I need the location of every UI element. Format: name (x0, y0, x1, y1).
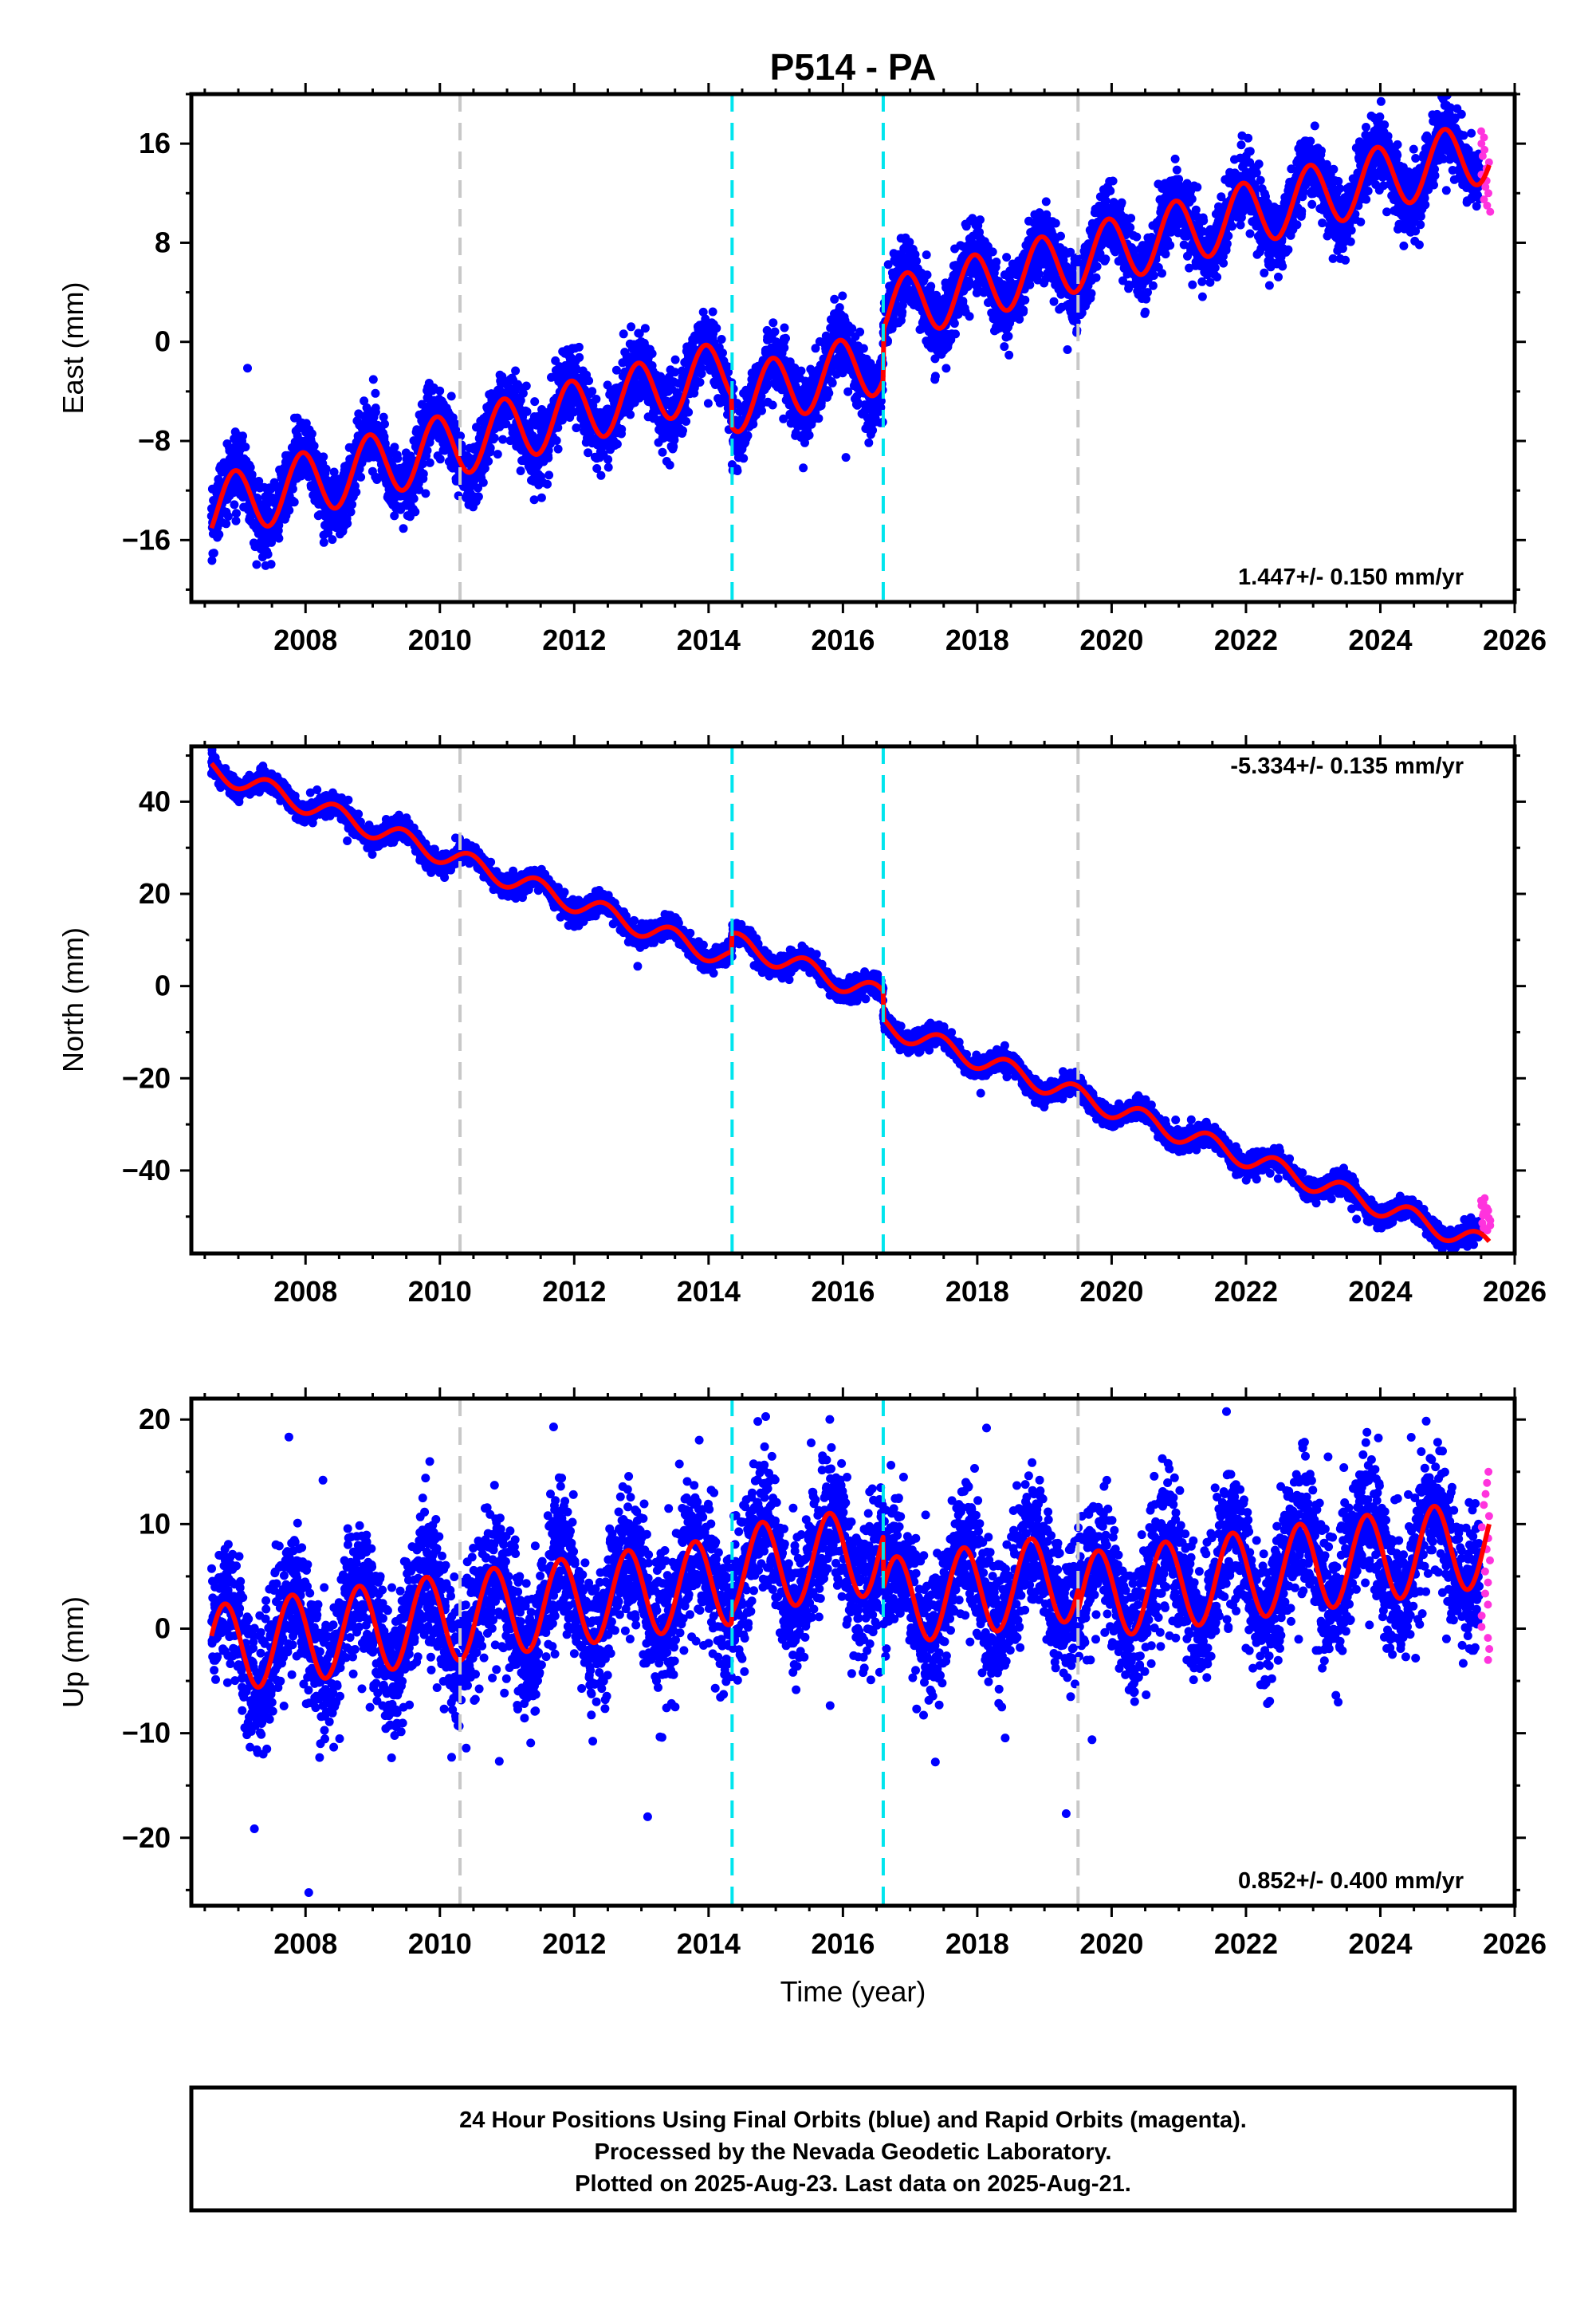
y-tick-label: −20 (122, 1821, 171, 1854)
east-x-ticks: 2008 2010 2012 2014 2016 2018 2020 2022 2024 2026 (203, 83, 1547, 656)
x-tick-label: 2016 (811, 1927, 875, 1960)
north-frame (189, 744, 1517, 1256)
y-tick-label: 0 (155, 325, 171, 358)
panels: 2008 2010 2012 2014 2016 2018 2020 2022 2024 2026… (57, 83, 1547, 2008)
x-tick-label: 2014 (677, 624, 741, 656)
east-plot-area (206, 94, 1495, 570)
north-y-axis-label: North (mm) (57, 927, 89, 1072)
up-x-ticks: 2008 2010 2012 2014 2016 2018 2020 2022 2024 2026 (203, 1387, 1547, 1960)
east-panel: 2008 2010 2012 2014 2016 2018 2020 2022 2024 2026… (57, 83, 1547, 656)
station-title: P514 - PA (770, 46, 937, 88)
y-tick-label: 10 (139, 1507, 171, 1540)
up-frame (189, 1396, 1517, 1908)
x-tick-label: 2026 (1483, 1275, 1547, 1308)
x-tick-label: 2022 (1214, 1275, 1278, 1308)
x-tick-label: 2024 (1348, 1275, 1412, 1308)
x-tick-label: 2026 (1483, 624, 1547, 656)
north-model-fit-line (209, 761, 1492, 1244)
y-tick-label: 20 (139, 1403, 171, 1435)
east-velocity-label: 1.447+/- 0.150 mm/yr (1238, 565, 1464, 590)
east-y-axis-label: East (mm) (57, 282, 89, 415)
x-axis-label: Time (year) (780, 1975, 926, 2008)
east-y-ticks: −16 −8 0 8 16 (122, 92, 1526, 591)
y-tick-label: 40 (139, 785, 171, 817)
up-velocity-label: 0.852+/- 0.400 mm/yr (1238, 1868, 1464, 1894)
footer-line-3: Plotted on 2025-Aug-23. Last data on 202… (575, 2171, 1131, 2197)
x-tick-label: 2022 (1214, 1927, 1278, 1960)
y-tick-label: −16 (122, 523, 171, 556)
y-tick-label: −8 (138, 424, 171, 457)
north-panel: 2008 2010 2012 2014 2016 2018 2020 2022 2024 2026… (57, 735, 1547, 1308)
footer-line-2: Processed by the Nevada Geodetic Laborat… (595, 2139, 1112, 2165)
x-tick-label: 2008 (273, 1927, 337, 1960)
x-tick-label: 2020 (1079, 1275, 1143, 1308)
x-tick-label: 2020 (1079, 1927, 1143, 1960)
up-y-axis-label: Up (mm) (57, 1596, 89, 1708)
x-tick-label: 2024 (1348, 1927, 1412, 1960)
up-model-fit-line (209, 1504, 1492, 1690)
x-tick-label: 2012 (542, 1275, 606, 1308)
x-tick-label: 2020 (1079, 624, 1143, 656)
y-tick-label: −20 (122, 1061, 171, 1094)
x-tick-label: 2014 (677, 1275, 741, 1308)
east-model-fit-line (209, 127, 1492, 529)
x-tick-label: 2018 (945, 1927, 1009, 1960)
x-tick-label: 2012 (542, 624, 606, 656)
y-tick-label: −40 (122, 1154, 171, 1187)
x-tick-label: 2026 (1483, 1927, 1547, 1960)
north-rapid-orbit-points (1476, 1194, 1495, 1235)
y-tick-label: 20 (139, 877, 171, 910)
north-velocity-label: -5.334+/- 0.135 mm/yr (1230, 754, 1464, 779)
north-x-ticks: 2008 2010 2012 2014 2016 2018 2020 2022 2024 2026 (203, 735, 1547, 1308)
y-tick-label: 0 (155, 970, 171, 1002)
x-tick-label: 2010 (408, 1275, 472, 1308)
x-tick-label: 2014 (677, 1927, 741, 1960)
x-tick-label: 2024 (1348, 624, 1412, 656)
x-tick-label: 2016 (811, 624, 875, 656)
up-plot-area (207, 1407, 1494, 1897)
footer-line-1: 24 Hour Positions Using Final Orbits (bl… (459, 2107, 1247, 2133)
x-tick-label: 2016 (811, 1275, 875, 1308)
north-y-ticks: −40 −20 0 20 40 (122, 754, 1526, 1218)
north-plot-area (206, 746, 1495, 1253)
x-tick-label: 2018 (945, 1275, 1009, 1308)
x-tick-label: 2018 (945, 624, 1009, 656)
footer-box: 24 Hour Positions Using Final Orbits (bl… (189, 2085, 1517, 2213)
x-tick-label: 2010 (408, 1927, 472, 1960)
x-tick-label: 2008 (273, 624, 337, 656)
x-tick-label: 2022 (1214, 624, 1278, 656)
y-tick-label: 0 (155, 1612, 171, 1644)
y-tick-label: −10 (122, 1717, 171, 1749)
up-y-ticks: −20 −10 0 10 20 (122, 1403, 1526, 1891)
y-tick-label: 16 (139, 127, 171, 159)
up-rapid-orbit-points (1477, 1467, 1494, 1664)
east-frame (189, 92, 1517, 604)
x-tick-label: 2008 (273, 1275, 337, 1308)
x-tick-label: 2010 (408, 624, 472, 656)
x-tick-label: 2012 (542, 1927, 606, 1960)
y-tick-label: 8 (155, 226, 171, 258)
up-panel: 2008 2010 2012 2014 2016 2018 2020 2022 2024 2026… (57, 1387, 1547, 2008)
up-final-orbit-points (207, 1407, 1484, 1897)
